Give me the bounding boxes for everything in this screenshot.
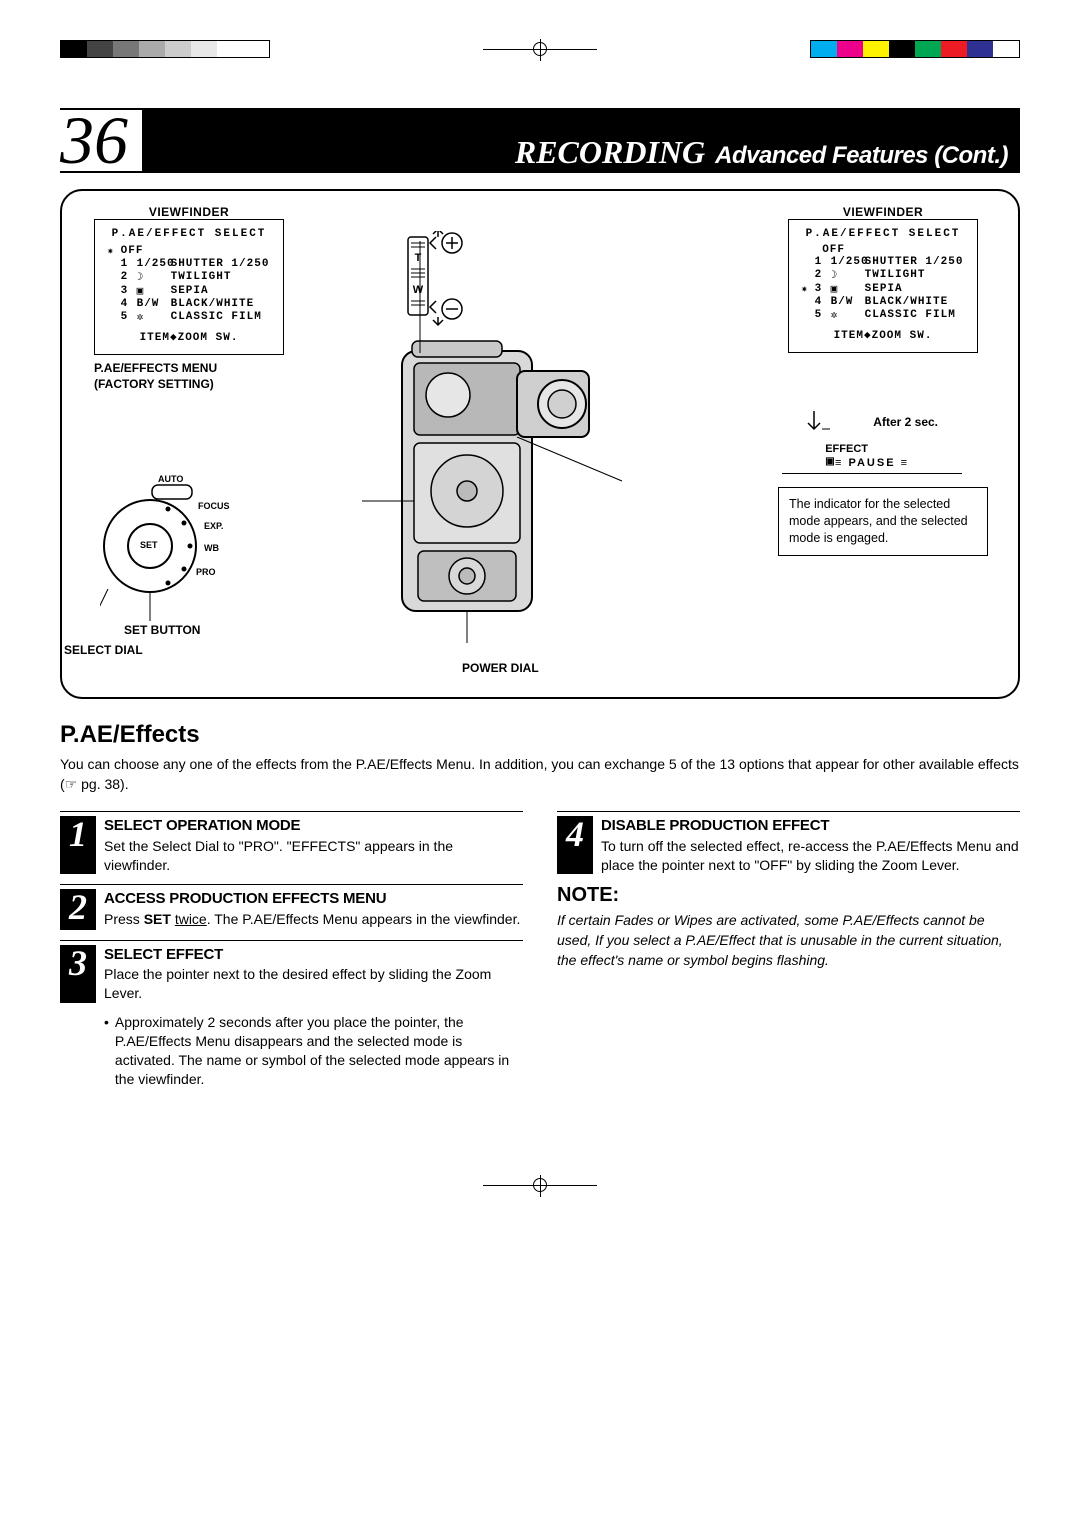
step-body: To turn off the selected effect, re-acce… — [601, 837, 1020, 875]
dial-focus: FOCUS — [198, 501, 230, 511]
mode-info-box: The indicator for the selected mode appe… — [778, 487, 988, 556]
svg-text:T: T — [415, 252, 422, 264]
step-heading: ACCESS PRODUCTION EFFECTS MENU — [104, 889, 520, 909]
svg-text:W: W — [413, 284, 424, 296]
off-label: OFF — [121, 245, 144, 257]
diagram-panel: VIEWFINDER P.AE/EFFECT SELECT ✷OFF 11/25… — [60, 189, 1020, 699]
step-4: 4 DISABLE PRODUCTION EFFECT To turn off … — [557, 811, 1020, 874]
left-viewfinder: VIEWFINDER P.AE/EFFECT SELECT ✷OFF 11/25… — [94, 205, 284, 392]
step-body: Place the pointer next to the desired ef… — [104, 965, 523, 1003]
viewfinder-label-r: VIEWFINDER — [788, 205, 978, 219]
step-body: Set the Select Dial to "PRO". "EFFECTS" … — [104, 837, 523, 875]
camera-illustration: T W — [362, 231, 642, 656]
color-bars — [810, 40, 1020, 58]
header-recording: RECORDING — [515, 134, 705, 171]
note-body: If certain Fades or Wipes are activated,… — [557, 911, 1020, 970]
section-intro: You can choose any one of the effects fr… — [60, 755, 1020, 795]
viewfinder-label: VIEWFINDER — [94, 205, 284, 219]
step-number: 2 — [60, 889, 96, 929]
page-header: 36 RECORDING Advanced Features (Cont.) — [60, 108, 1020, 173]
arrow-down-icon — [804, 409, 834, 444]
dial-exp: EXP. — [204, 521, 223, 531]
step-number: 4 — [557, 816, 593, 874]
step-2: 2 ACCESS PRODUCTION EFFECTS MENU Press S… — [60, 884, 523, 929]
menu-footer: ITEM◆ZOOM SW. — [107, 330, 271, 344]
select-dial-label: SELECT DIAL — [64, 643, 143, 657]
page-number: 36 — [60, 110, 142, 171]
section-title: P.AE/Effects — [60, 721, 1020, 749]
hand-icon: ☞ — [65, 778, 78, 793]
set-button-label: SET BUTTON — [124, 623, 200, 637]
dial-auto: AUTO — [158, 474, 183, 484]
steps-columns: 1 SELECT OPERATION MODE Set the Select D… — [60, 811, 1020, 1088]
menu-title-r: P.AE/EFFECT SELECT — [801, 228, 965, 240]
pause-indicator: ≡ PAUSE ≡ — [782, 457, 962, 474]
step-body: Press SET twice. The P.AE/Effects Menu a… — [104, 910, 520, 929]
left-caption: P.AE/EFFECTS MENU(FACTORY SETTING) — [94, 361, 284, 392]
dial-pro: PRO — [196, 567, 216, 577]
step-number: 1 — [60, 816, 96, 874]
registration-mark-bottom — [60, 1178, 1020, 1192]
note-heading: NOTE: — [557, 884, 1020, 907]
after-2-sec: After 2 sec. — [873, 415, 938, 429]
grayscale-bars — [60, 40, 270, 58]
step-heading: SELECT OPERATION MODE — [104, 816, 523, 836]
step-heading: DISABLE PRODUCTION EFFECT — [601, 816, 1020, 836]
step-3: 3 SELECT EFFECT Place the pointer next t… — [60, 940, 523, 1003]
registration-strip — [60, 40, 1020, 58]
header-subtitle: Advanced Features (Cont.) — [715, 142, 1008, 170]
registration-mark-top — [483, 40, 597, 58]
dial-wb: WB — [204, 543, 219, 553]
right-viewfinder: VIEWFINDER P.AE/EFFECT SELECT OFF 11/250… — [788, 205, 978, 353]
step-number: 3 — [60, 945, 96, 1003]
menu-footer-r: ITEM◆ZOOM SW. — [801, 328, 965, 342]
power-dial-label: POWER DIAL — [462, 661, 539, 675]
step-1: 1 SELECT OPERATION MODE Set the Select D… — [60, 811, 523, 874]
select-dial-diagram: AUTO FOCUS EXP. WB PRO SET SET BUTTON SE… — [100, 471, 280, 631]
step-heading: SELECT EFFECT — [104, 945, 523, 965]
off-label-r: OFF — [822, 244, 845, 256]
menu-title: P.AE/EFFECT SELECT — [107, 228, 271, 240]
dial-set: SET — [140, 540, 158, 550]
step-3-bullet: Approximately 2 seconds after you place … — [104, 1013, 523, 1089]
